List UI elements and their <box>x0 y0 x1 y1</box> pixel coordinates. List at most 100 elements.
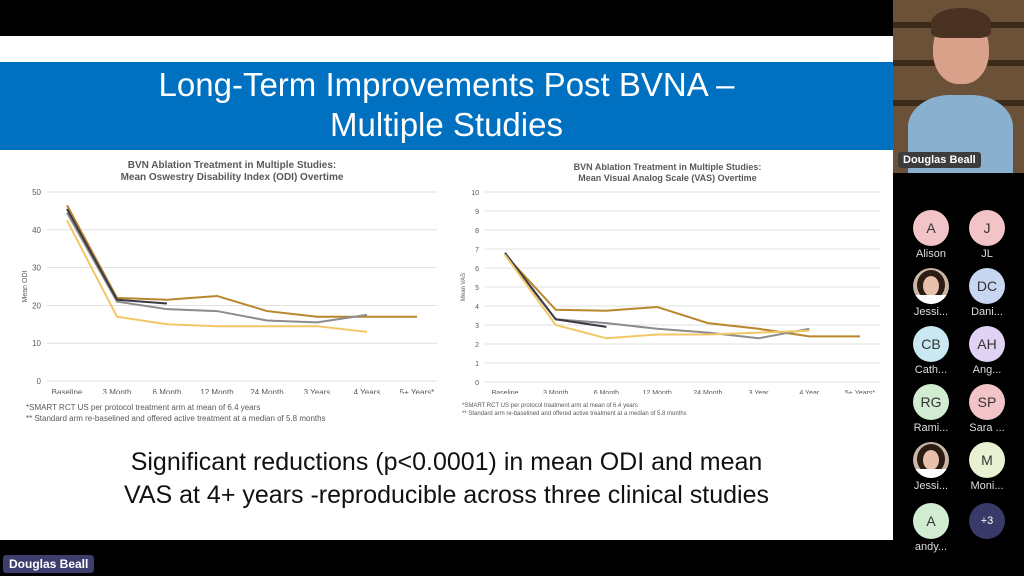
chart-subtitle: Mean Visual Analog Scale (VAS) Overtime <box>578 173 756 183</box>
participant-tile[interactable]: A Alison <box>905 210 957 260</box>
participant-avatar <box>913 268 949 304</box>
slide-conclusion-line2: VAS at 4+ years -reproducible across thr… <box>124 481 769 509</box>
y-tick-label: 2 <box>475 342 479 349</box>
series-line <box>504 254 810 340</box>
odi-chart: BVN Ablation Treatment in Multiple Studi… <box>22 154 442 394</box>
participant-tile[interactable]: Jessi... <box>905 268 957 318</box>
participant-tile[interactable]: SP Sara ... <box>961 384 1013 434</box>
x-tick-label: 6 Month <box>153 388 182 394</box>
slide-title-line1: Long-Term Improvements Post BVNA – <box>158 66 735 103</box>
participant-tile[interactable]: M Moni... <box>961 442 1013 492</box>
vas-footnote-1: *SMART RCT US per protocol treatment arm… <box>462 403 638 409</box>
odi-footnote-2: ** Standard arm re-baselined and offered… <box>26 414 326 423</box>
participant-name: Sara ... <box>969 422 1005 434</box>
y-tick-label: 5 <box>475 285 479 292</box>
participant-avatar: A <box>913 210 949 246</box>
presentation-slide: Long-Term Improvements Post BVNA – Multi… <box>0 36 893 540</box>
chart-subtitle: Mean Oswestry Disability Index (ODI) Ove… <box>121 172 344 183</box>
participant-avatar: A <box>913 503 949 539</box>
participant-tile[interactable]: J JL <box>961 210 1013 260</box>
vas-chart-svg: BVN Ablation Treatment in Multiple Studi… <box>461 162 880 394</box>
slide-conclusion: Significant reductions (p<0.0001) in mea… <box>0 446 893 512</box>
y-tick-label: 0 <box>475 380 479 387</box>
x-tick-label: 12 Month <box>643 390 672 394</box>
active-speaker-tag: Douglas Beall <box>3 555 95 573</box>
y-tick-label: 4 <box>475 304 479 311</box>
y-tick-label: 50 <box>32 188 41 197</box>
participant-name: Ang... <box>972 364 1002 376</box>
y-tick-label: 7 <box>475 247 479 254</box>
vas-footnote-2: ** Standard arm re-baselined and offered… <box>462 411 687 417</box>
odi-footnotes: *SMART RCT US per protocol treatment arm… <box>26 402 326 424</box>
speaker-name-tag: Douglas Beall <box>898 152 981 168</box>
series-line <box>504 252 607 328</box>
participant-name: Dani... <box>971 306 1003 318</box>
x-tick-label: 6 Month <box>594 390 619 394</box>
participant-avatar: DC <box>969 268 1005 304</box>
y-tick-label: 1 <box>475 361 479 368</box>
participant-tile[interactable]: RG Rami... <box>905 384 957 434</box>
x-tick-label: 3 Month <box>543 390 568 394</box>
x-tick-label: 3 Years <box>304 388 331 394</box>
chart-title: BVN Ablation Treatment in Multiple Studi… <box>574 162 762 172</box>
participant-avatar: M <box>969 442 1005 478</box>
y-tick-label: 10 <box>471 190 479 197</box>
participant-avatar: J <box>969 210 1005 246</box>
participant-name: Cath... <box>914 364 948 376</box>
series-line <box>66 212 368 324</box>
participant-name: Moni... <box>970 480 1004 492</box>
y-axis-label: Mean VAS <box>461 273 467 301</box>
participant-tile[interactable]: Jessi... <box>905 442 957 492</box>
x-tick-label: 5+ Years* <box>400 388 434 394</box>
y-tick-label: 0 <box>37 377 42 386</box>
avatar-photo-part <box>913 469 949 478</box>
participant-name: Jessi... <box>913 480 949 492</box>
participant-tile[interactable]: AH Ang... <box>961 326 1013 376</box>
x-tick-label: 24 Month <box>693 390 722 394</box>
y-tick-label: 6 <box>475 266 479 273</box>
participant-name: Rami... <box>913 422 949 434</box>
vas-footnotes: *SMART RCT US per protocol treatment arm… <box>462 402 687 418</box>
x-tick-label: Baseline <box>52 388 83 394</box>
slide-title-line2: Multiple Studies <box>330 106 563 143</box>
slide-title-band: Long-Term Improvements Post BVNA – Multi… <box>0 62 893 150</box>
participant-avatar: CB <box>913 326 949 362</box>
participant-avatar: SP <box>969 384 1005 420</box>
speaker-hair <box>931 8 991 38</box>
participant-name: Jessi... <box>913 306 949 318</box>
avatar-photo-part <box>923 276 939 296</box>
more-participants[interactable]: +3 <box>961 503 1013 539</box>
participant-tile[interactable]: CB Cath... <box>905 326 957 376</box>
x-tick-label: 4 Year <box>799 390 820 394</box>
odi-footnote-1: *SMART RCT US per protocol treatment arm… <box>26 403 261 412</box>
x-tick-label: 24 Month <box>250 388 283 394</box>
participant-avatar: AH <box>969 326 1005 362</box>
participant-name: JL <box>981 248 993 260</box>
x-tick-label: Baseline <box>492 390 519 394</box>
x-tick-label: 5+ Years* <box>845 390 875 394</box>
avatar-photo-part <box>913 295 949 304</box>
series-line <box>504 254 810 340</box>
y-tick-label: 10 <box>32 339 41 348</box>
x-tick-label: 4 Years <box>354 388 381 394</box>
y-axis-label: Mean ODI <box>22 270 29 302</box>
participant-name: Alison <box>916 248 946 260</box>
x-tick-label: 3 Month <box>103 388 132 394</box>
avatar-photo-part <box>923 450 939 470</box>
y-tick-label: 8 <box>475 228 479 235</box>
participant-avatar: RG <box>913 384 949 420</box>
speaker-video-tile[interactable]: Douglas Beall <box>893 0 1024 173</box>
vas-chart: BVN Ablation Treatment in Multiple Studi… <box>455 154 880 394</box>
participant-avatar <box>913 442 949 478</box>
participant-tile[interactable]: DC Dani... <box>961 268 1013 318</box>
slide-conclusion-line1: Significant reductions (p<0.0001) in mea… <box>130 448 763 476</box>
y-tick-label: 20 <box>32 301 41 310</box>
series-line <box>66 219 368 333</box>
participants-sidebar: Douglas Beall A Alison J JL Jessi... DC Dani..… <box>893 0 1024 576</box>
y-tick-label: 30 <box>32 264 41 273</box>
x-tick-label: 3 Year <box>749 390 770 394</box>
chart-title: BVN Ablation Treatment in Multiple Studi… <box>128 160 337 171</box>
more-participants-button[interactable]: +3 <box>969 503 1005 539</box>
y-tick-label: 40 <box>32 226 41 235</box>
